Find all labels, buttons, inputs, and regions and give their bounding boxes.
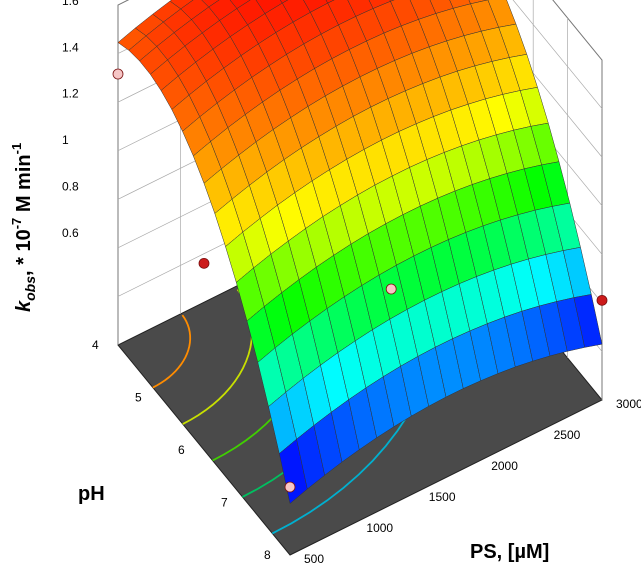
z-tick-label: 0.8 xyxy=(62,179,79,193)
contour-line xyxy=(152,314,192,389)
z-axis-label: kobs, * 10-7 M min-1 xyxy=(9,143,38,312)
z-tick-label: 1.6 xyxy=(62,0,79,8)
y-tick-label: 7 xyxy=(221,496,228,510)
surface-cell xyxy=(169,0,194,10)
z-tick-label: 0.6 xyxy=(62,226,79,240)
design-point xyxy=(385,283,397,295)
surface-cell xyxy=(279,0,289,4)
y-tick-label: 5 xyxy=(135,391,142,405)
surface-cell xyxy=(201,0,220,8)
axis-ticks: 500 1000 1500 2000 2500 3000 4 5 6 7 8 0.6 0.8 1 1.2 1.… xyxy=(62,0,641,565)
z-tick-label: 1 xyxy=(62,133,69,147)
design-point xyxy=(198,257,210,269)
y-tick-label: 8 xyxy=(264,548,271,562)
x-tick-label: 2500 xyxy=(554,428,581,442)
surface-mesh xyxy=(117,0,603,504)
design-point xyxy=(112,68,124,80)
z-tick-label: 1.2 xyxy=(62,87,79,101)
x-tick-label: 500 xyxy=(304,552,324,565)
x-tick-label: 2000 xyxy=(491,459,518,473)
x-tick-label: 1500 xyxy=(429,490,456,504)
z-tick-label: 1.4 xyxy=(62,40,79,54)
y-tick-label: 4 xyxy=(92,338,99,352)
design-point xyxy=(596,294,608,306)
y-tick-label: 6 xyxy=(178,443,185,457)
x-tick-label: 3000 xyxy=(616,397,641,411)
x-tick-label: 1000 xyxy=(366,521,393,535)
surface-cell xyxy=(229,0,251,9)
x-axis-label: PS, [µM] xyxy=(470,541,549,563)
surface-cell xyxy=(573,294,603,348)
y-axis-label: pH xyxy=(78,483,105,505)
design-points xyxy=(112,68,608,493)
design-point xyxy=(284,481,296,493)
